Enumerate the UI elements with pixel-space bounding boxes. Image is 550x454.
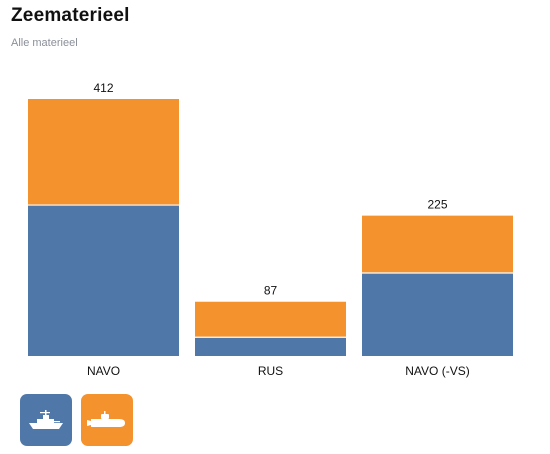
bar-segment-submarine [195,301,346,338]
bar-segment-surface [28,205,179,356]
submarine-icon [87,411,125,427]
bar-total-label: 412 [93,81,113,95]
x-tick-label: NAVO (-VS) [405,364,469,378]
bar-total-label: 225 [427,198,447,212]
x-tick-label: RUS [258,364,283,378]
x-tick-label: NAVO [87,364,120,378]
warship-icon [29,410,63,429]
legend-swatch-submarine[interactable] [81,394,133,446]
bar-segment-surface [362,273,513,356]
bar-segment-submarine [362,215,513,274]
chart-subtitle: Alle materieel [11,37,78,49]
stacked-bar-chart: 412 NAVO 87 RUS 225 NAVO (-VS) [28,81,513,378]
bar-total-label: 87 [264,284,278,298]
chart-title: Zeematerieel [11,5,130,26]
bar-segment-submarine [28,99,179,206]
bar-segment-surface [195,337,346,356]
legend-swatch-warship[interactable] [20,394,72,446]
